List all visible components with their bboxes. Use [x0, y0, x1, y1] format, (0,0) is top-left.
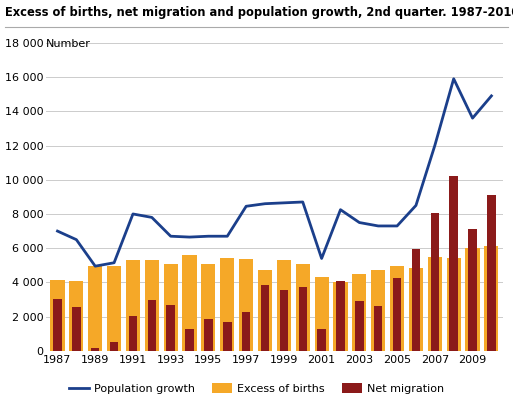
Text: Number: Number	[46, 39, 91, 49]
Bar	[449, 176, 458, 351]
Text: Excess of births, net migration and population growth, 2nd quarter. 1987-2010: Excess of births, net migration and popu…	[5, 6, 513, 19]
Bar	[107, 266, 121, 351]
Bar	[72, 307, 81, 351]
Bar	[201, 264, 215, 351]
Bar	[166, 305, 175, 351]
Bar	[314, 277, 329, 351]
Bar	[69, 281, 84, 351]
Bar	[164, 264, 178, 351]
Population growth	[243, 204, 249, 209]
Population growth	[281, 200, 287, 205]
Line: Population growth: Population growth	[57, 79, 491, 266]
Population growth	[73, 237, 80, 242]
Population growth	[300, 200, 306, 204]
Bar	[50, 280, 65, 351]
Bar	[468, 228, 477, 351]
Bar	[220, 259, 234, 351]
Population growth	[319, 256, 325, 261]
Bar	[126, 260, 140, 351]
Bar	[53, 299, 62, 351]
Bar	[487, 195, 496, 351]
Bar	[352, 274, 366, 351]
Bar	[390, 266, 404, 351]
Population growth	[375, 224, 381, 228]
Bar	[393, 278, 401, 351]
Bar	[428, 257, 442, 351]
Bar	[295, 264, 310, 351]
Bar	[447, 257, 461, 351]
Population growth	[224, 234, 230, 239]
Bar	[277, 260, 291, 351]
Bar	[204, 319, 213, 351]
Population growth	[413, 203, 419, 208]
Population growth	[111, 260, 117, 265]
Bar	[412, 249, 420, 351]
Bar	[242, 312, 250, 351]
Bar	[183, 255, 196, 351]
Bar	[148, 299, 156, 351]
Population growth	[130, 211, 136, 216]
Population growth	[262, 201, 268, 206]
Population growth	[92, 264, 98, 268]
Bar	[333, 282, 348, 351]
Bar	[430, 213, 439, 351]
Bar	[129, 316, 137, 351]
Population growth	[432, 143, 438, 148]
Population growth	[450, 76, 457, 81]
Bar	[91, 348, 100, 351]
Bar	[318, 330, 326, 351]
Bar	[261, 285, 269, 351]
Bar	[355, 301, 364, 351]
Bar	[484, 246, 499, 351]
Bar	[258, 270, 272, 351]
Population growth	[205, 234, 211, 239]
Population growth	[187, 235, 193, 239]
Bar	[299, 287, 307, 351]
Bar	[185, 330, 194, 351]
Bar	[145, 260, 159, 351]
Population growth	[149, 215, 155, 220]
Bar	[465, 248, 480, 351]
Bar	[409, 268, 423, 351]
Bar	[280, 290, 288, 351]
Population growth	[394, 224, 400, 228]
Bar	[336, 281, 345, 351]
Legend: Population growth, Excess of births, Net migration: Population growth, Excess of births, Net…	[64, 379, 449, 398]
Population growth	[356, 220, 362, 225]
Population growth	[488, 93, 495, 98]
Bar	[110, 342, 119, 351]
Population growth	[469, 116, 476, 121]
Population growth	[338, 207, 344, 212]
Bar	[374, 306, 383, 351]
Population growth	[168, 234, 174, 239]
Bar	[239, 259, 253, 351]
Bar	[371, 271, 385, 351]
Population growth	[54, 228, 61, 233]
Bar	[223, 322, 231, 351]
Bar	[88, 266, 102, 351]
